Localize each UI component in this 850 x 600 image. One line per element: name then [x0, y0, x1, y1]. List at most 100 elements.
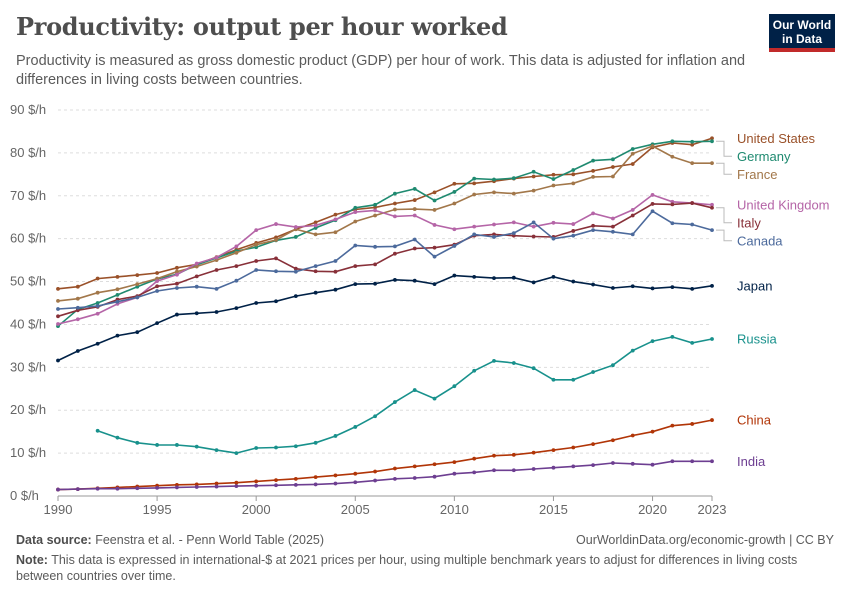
- series-united-kingdom[interactable]: [56, 193, 714, 326]
- point-japan-2002: [293, 294, 298, 299]
- point-france-2016: [571, 181, 576, 186]
- point-japan-2003: [313, 290, 318, 295]
- point-united-kingdom-2011: [472, 224, 477, 229]
- series-japan[interactable]: [56, 273, 714, 363]
- point-japan-2019: [630, 284, 635, 289]
- point-france-2013: [511, 191, 516, 196]
- point-russia-1993: [115, 435, 120, 440]
- point-canada-2019: [630, 232, 635, 237]
- point-canada-2015: [551, 236, 556, 241]
- point-germany-2002: [293, 235, 298, 239]
- point-canada-2012: [492, 235, 496, 239]
- point-china-2013: [511, 452, 516, 457]
- point-italy-1996: [175, 281, 179, 286]
- owid-logo[interactable]: Our World in Data: [769, 14, 835, 52]
- point-united-states-1991: [75, 284, 80, 289]
- y-tick-label-90: 90 $/h: [10, 102, 46, 117]
- legend-label-germany[interactable]: Germany: [737, 149, 791, 164]
- point-russia-2005: [353, 425, 358, 429]
- point-united-kingdom-1992: [95, 311, 100, 316]
- point-canada-2021: [670, 221, 675, 226]
- legend-label-italy[interactable]: Italy: [737, 215, 761, 230]
- legend-label-japan[interactable]: Japan: [737, 278, 772, 293]
- point-russia-2013: [511, 361, 516, 365]
- point-japan-2022: [690, 286, 695, 291]
- point-italy-2007: [393, 251, 397, 256]
- data-source: Data source: Feenstra et al. - Penn Worl…: [16, 533, 324, 547]
- point-italy-2003: [313, 269, 318, 274]
- point-france-2020: [650, 144, 655, 148]
- point-united-kingdom-2006: [373, 208, 377, 213]
- point-united-states-2011: [472, 181, 477, 186]
- point-canada-2011: [472, 232, 477, 237]
- point-germany-2008: [412, 187, 417, 191]
- point-india-2020: [650, 462, 655, 467]
- x-tick-label-2005: 2005: [341, 502, 370, 517]
- point-japan-1994: [135, 330, 140, 335]
- x-tick-label-2015: 2015: [539, 502, 568, 517]
- point-united-states-2019: [630, 162, 635, 166]
- series-italy[interactable]: [56, 201, 714, 319]
- source-url-link[interactable]: OurWorldinData.org/economic-growth | CC …: [576, 533, 834, 547]
- y-tick-label-20: 20 $/h: [10, 402, 46, 417]
- point-germany-2016: [571, 168, 576, 172]
- point-france-2018: [611, 174, 615, 179]
- point-france-2014: [531, 188, 536, 193]
- series-france[interactable]: [56, 144, 714, 303]
- point-canada-2007: [393, 244, 397, 249]
- series-line-india: [57, 460, 712, 491]
- point-united-states-2007: [393, 201, 397, 206]
- series-russia[interactable]: [95, 334, 714, 456]
- data-source-text: Feenstra et al. - Penn World Table (2025…: [95, 533, 325, 547]
- legend-label-russia[interactable]: Russia: [737, 332, 778, 347]
- legend-label-france[interactable]: France: [737, 167, 777, 182]
- point-china-2019: [630, 433, 635, 438]
- point-china-2000: [254, 479, 259, 484]
- point-japan-1999: [234, 306, 239, 311]
- point-russia-1996: [175, 443, 179, 447]
- legend-label-china[interactable]: China: [737, 413, 772, 428]
- point-germany-1992: [95, 301, 100, 305]
- point-united-states-2017: [591, 169, 595, 173]
- legend-label-united-kingdom[interactable]: United Kingdom: [737, 197, 830, 212]
- point-italy-2016: [571, 229, 576, 233]
- legend-labels: United States Germany France United Kingdom…: [716, 131, 830, 469]
- point-germany-2013: [511, 176, 516, 181]
- point-france-2005: [353, 219, 358, 224]
- point-canada-2010: [452, 244, 457, 248]
- point-united-kingdom-2017: [591, 211, 595, 216]
- point-united-kingdom-2008: [412, 213, 417, 218]
- point-united-kingdom-2002: [293, 225, 298, 229]
- x-tick-label-1995: 1995: [143, 502, 172, 517]
- series-india[interactable]: [56, 459, 714, 492]
- point-italy-2001: [274, 256, 278, 261]
- point-germany-2018: [611, 157, 615, 162]
- point-china-2015: [551, 448, 556, 453]
- point-india-1994: [135, 486, 140, 491]
- point-italy-1990: [56, 314, 60, 319]
- point-china-2016: [571, 445, 576, 450]
- point-india-1992: [95, 486, 100, 491]
- x-tick-label-2010: 2010: [440, 502, 469, 517]
- point-russia-1997: [194, 444, 199, 449]
- point-japan-2006: [373, 281, 377, 286]
- point-japan-1991: [75, 349, 80, 353]
- point-germany-2011: [472, 176, 477, 181]
- point-united-kingdom-2005: [353, 210, 358, 214]
- legend-label-canada[interactable]: Canada: [737, 233, 783, 248]
- series-canada[interactable]: [56, 209, 714, 311]
- y-tick-label-10: 10 $/h: [10, 445, 46, 460]
- point-united-kingdom-2018: [611, 216, 615, 221]
- point-canada-1993: [115, 299, 120, 304]
- point-japan-1990: [56, 358, 60, 363]
- point-france-2011: [472, 192, 477, 197]
- series-germany[interactable]: [56, 139, 714, 329]
- point-japan-2000: [254, 301, 259, 305]
- point-united-kingdom-2004: [333, 217, 338, 222]
- point-italy-2008: [412, 246, 417, 251]
- legend-label-india[interactable]: India: [737, 454, 766, 469]
- point-france-2015: [551, 183, 556, 188]
- point-canada-1994: [135, 295, 140, 300]
- legend-label-united-states[interactable]: United States: [737, 131, 816, 146]
- point-italy-2022: [690, 201, 695, 205]
